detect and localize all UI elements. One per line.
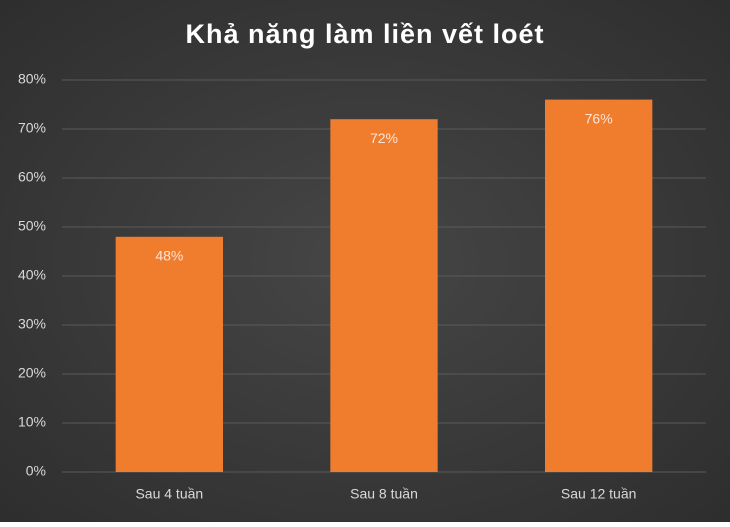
y-tick-label: 30% [18, 316, 46, 332]
y-tick-label: 80% [18, 71, 46, 87]
bar [330, 119, 438, 472]
chart-title: Khả năng làm liền vết loét [185, 19, 544, 49]
y-tick-label: 10% [18, 414, 46, 430]
value-label: 76% [585, 110, 613, 126]
y-tick-label: 40% [18, 267, 46, 283]
x-tick-label: Sau 12 tuần [561, 486, 637, 502]
x-tick-label: Sau 4 tuần [135, 486, 203, 502]
x-tick-label: Sau 8 tuần [350, 486, 418, 502]
y-tick-label: 70% [18, 120, 46, 136]
value-label: 48% [155, 248, 183, 264]
bar [115, 236, 223, 472]
y-tick-label: 20% [18, 365, 46, 381]
y-tick-label: 0% [26, 463, 46, 479]
bar [545, 99, 653, 472]
y-tick-label: 60% [18, 169, 46, 185]
y-tick-label: 50% [18, 218, 46, 234]
value-label: 72% [370, 130, 398, 146]
